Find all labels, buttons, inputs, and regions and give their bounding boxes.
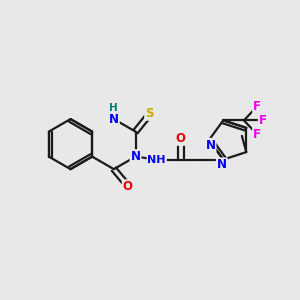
Text: H: H — [109, 103, 118, 113]
Text: F: F — [253, 100, 261, 113]
Text: N: N — [206, 139, 215, 152]
Text: F: F — [253, 128, 261, 141]
Text: N: N — [217, 158, 227, 171]
Text: N: N — [130, 150, 140, 163]
Text: N: N — [109, 112, 119, 126]
Text: O: O — [176, 132, 186, 145]
Text: NH: NH — [148, 154, 166, 165]
Text: S: S — [145, 107, 154, 120]
Text: F: F — [259, 114, 267, 127]
Text: O: O — [123, 180, 133, 193]
